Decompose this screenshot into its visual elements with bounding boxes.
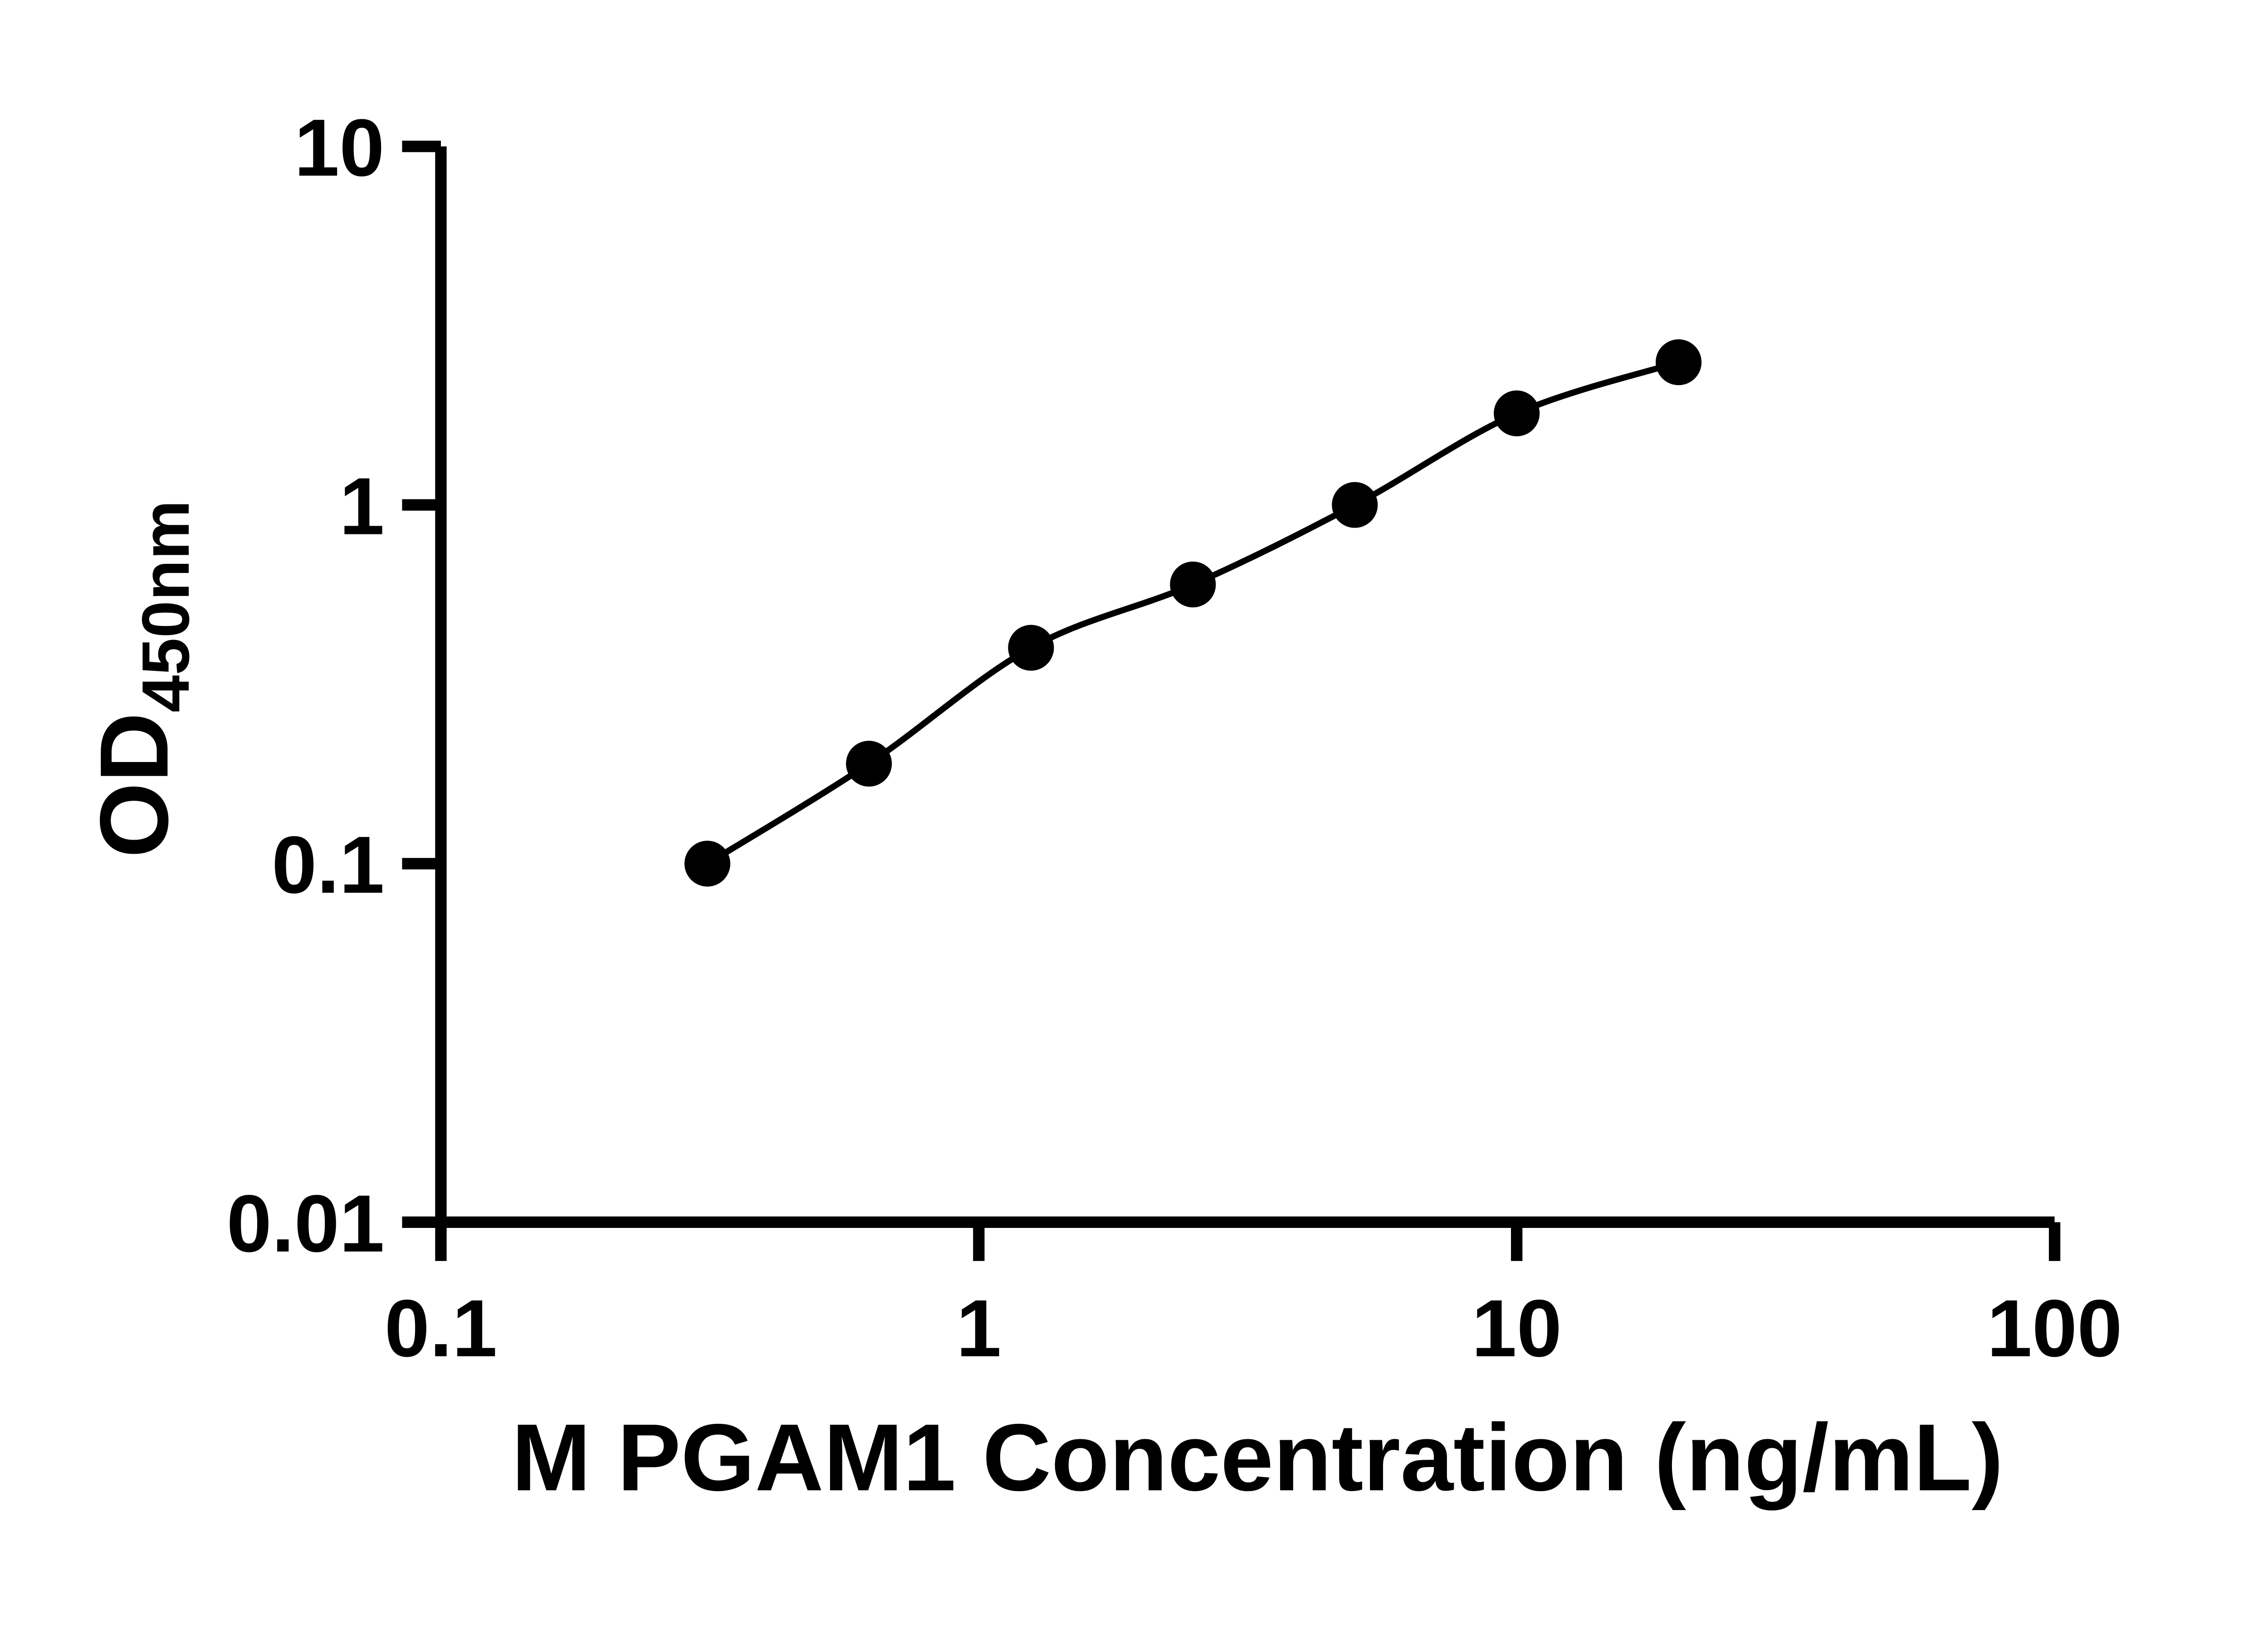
standard-curve-figure: 0.01 0.1 1 10 0.1 1 10 100 M PGAM1 Concentration… bbox=[80, 102, 2122, 1511]
data-point bbox=[846, 740, 892, 787]
x-tick-label: 10 bbox=[1471, 1283, 1562, 1374]
x-tick-label: 100 bbox=[1987, 1283, 2122, 1374]
y-axis-title: OD450nm bbox=[80, 500, 203, 858]
y-tick-label: 1 bbox=[339, 461, 384, 552]
data-point bbox=[1332, 482, 1378, 528]
data-point bbox=[1008, 625, 1054, 671]
data-point bbox=[1494, 390, 1540, 436]
y-axis-title-main: OD bbox=[80, 713, 188, 858]
x-tick-label: 1 bbox=[956, 1283, 1001, 1374]
axes bbox=[435, 146, 2055, 1228]
data-point bbox=[1656, 339, 1702, 386]
x-axis-title: M PGAM1 Concentration (ng/mL) bbox=[512, 1404, 2004, 1511]
fit-curve bbox=[705, 359, 1680, 866]
y-tick-label: 10 bbox=[294, 102, 385, 193]
y-tick-label: 0.01 bbox=[227, 1178, 385, 1269]
data-point bbox=[684, 841, 731, 887]
y-axis-title-subscript: 450nm bbox=[128, 500, 203, 712]
x-tick-label: 0.1 bbox=[385, 1283, 498, 1374]
y-tick-label: 0.1 bbox=[272, 819, 385, 910]
data-point bbox=[1170, 561, 1216, 608]
